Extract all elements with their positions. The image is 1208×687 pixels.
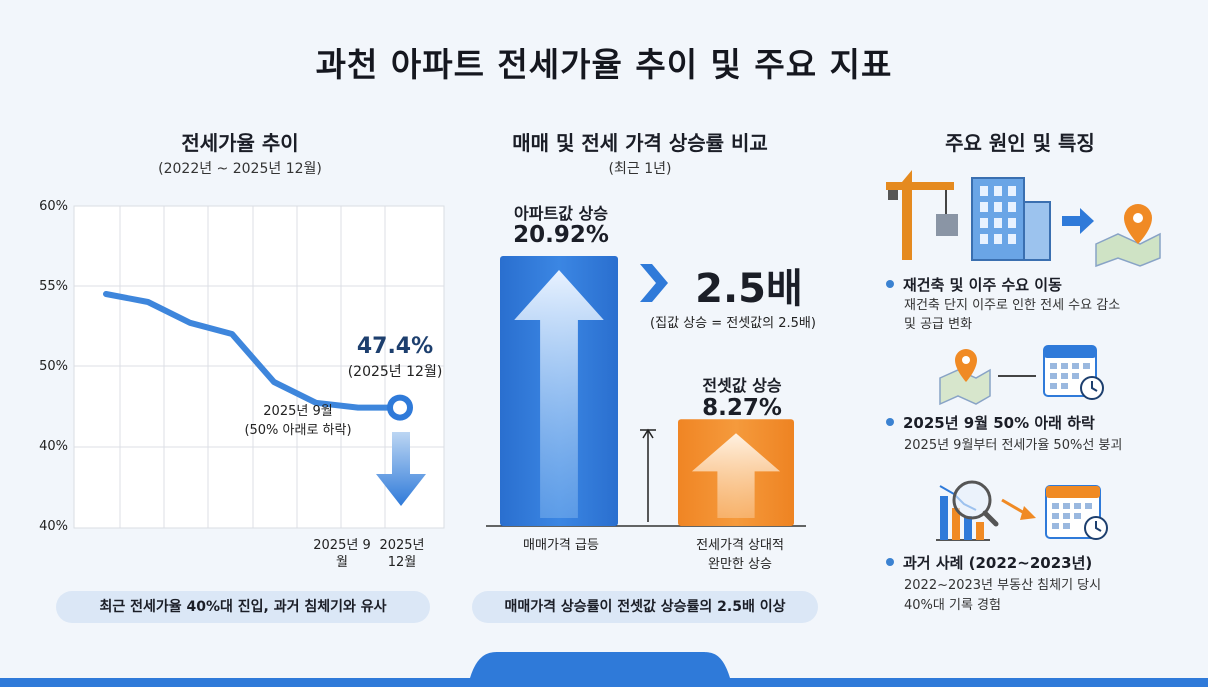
bar2-name: 전셋값 상승 — [702, 376, 782, 395]
annotation-note: (50% 아래로 하락) — [244, 423, 352, 438]
arrow-right-icon — [1001, 498, 1036, 520]
building-icon — [971, 177, 1051, 261]
up-arrow-icon — [514, 270, 604, 518]
highlight-value: 47.4% — [356, 334, 434, 359]
x-tick-label: 2025년 12월 — [379, 538, 425, 570]
analysis-chart-icon — [936, 480, 999, 541]
calendar-icon — [1045, 485, 1108, 540]
bar1-name: 아파트값 상승 — [514, 204, 608, 223]
factor-1-desc: 및 공급 변화 — [904, 317, 973, 332]
bar2-category-line1: 전세가격 상대적 — [696, 538, 784, 553]
comparison-bracket — [640, 428, 656, 522]
ratio-note: (집값 상승 = 전셋값의 2.5배) — [650, 316, 816, 331]
data-point — [271, 379, 277, 385]
line-chart-title: 전세가율 추이 — [181, 131, 299, 155]
crane-icon — [886, 170, 958, 260]
y-tick-label: 40% — [39, 519, 68, 534]
map-pin-icon — [939, 349, 991, 406]
calendar-icon — [1043, 345, 1104, 400]
data-point — [145, 299, 151, 305]
page-title: 과천 아파트 전세가율 추이 및 주요 지표 — [315, 45, 893, 84]
factor-2-desc: 2025년 9월부터 전세가율 50%선 붕괴 — [904, 438, 1123, 453]
line-summary-pill: 최근 전세가율 40%대 진입, 과거 침체기와 유사 — [56, 591, 430, 623]
bar-chart-title: 매매 및 전세 가격 상승률 비교 — [512, 131, 768, 155]
factor-2-heading: 2025년 9월 50% 아래 하락 — [886, 412, 1095, 433]
data-point — [313, 400, 319, 406]
factor-1-heading: 재건축 및 이주 수요 이동 — [886, 274, 1062, 295]
highlight-point — [387, 394, 413, 421]
y-tick-label: 60% — [39, 199, 68, 214]
chevron-right-icon — [640, 264, 668, 302]
factors-title: 주요 원인 및 특징 — [945, 131, 1095, 155]
bar-summary-pill: 매매가격 상승률이 전셋값 상승률의 2.5배 이상 — [472, 591, 818, 623]
annotation-date: 2025년 9월 — [263, 404, 333, 419]
up-arrow-icon — [691, 433, 781, 518]
y-tick-label: 55% — [39, 279, 68, 294]
factor-1-desc: 재건축 단지 이주로 인한 전세 수요 감소 — [904, 298, 1121, 313]
arrow-right-icon — [1062, 208, 1094, 234]
data-point — [187, 320, 193, 326]
series-line — [103, 291, 403, 411]
y-tick-label: 40% — [39, 439, 68, 454]
data-point — [229, 331, 235, 337]
data-point — [355, 405, 361, 411]
ratio-value: 2.5배 — [695, 266, 803, 312]
line-chart-subtitle: (2022년 ~ 2025년 12월) — [158, 161, 322, 177]
map-pin-icon — [1095, 204, 1161, 268]
factor-3-heading: 과거 사례 (2022~2023년) — [886, 552, 1092, 573]
bar1-category: 매매가격 급등 — [523, 538, 599, 553]
factor-3-desc: 2022~2023년 부동산 침체기 당시 — [904, 578, 1102, 593]
bar-chart-subtitle: (최근 1년) — [608, 161, 672, 177]
bar2-value: 8.27% — [702, 395, 782, 421]
x-tick-label: 2025년 9월 — [313, 538, 371, 570]
y-tick-label: 50% — [39, 359, 68, 374]
factor-3-desc: 40%대 기록 경험 — [904, 598, 1001, 613]
bar2-category-line2: 완만한 상승 — [708, 557, 772, 572]
bar1-value: 20.92% — [513, 222, 609, 248]
highlight-label: (2025년 12월) — [347, 364, 443, 380]
data-point — [103, 291, 109, 297]
down-arrow-icon — [376, 432, 426, 506]
